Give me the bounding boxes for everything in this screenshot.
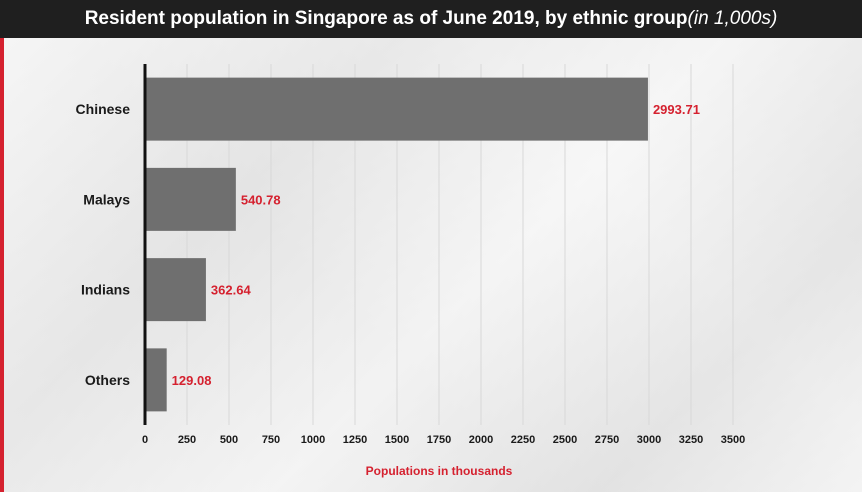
category-label: Chinese <box>76 101 131 117</box>
x-tick-label: 3500 <box>721 434 745 446</box>
category-label: Indians <box>81 282 130 298</box>
bar-others <box>145 348 167 412</box>
x-tick-label: 250 <box>178 434 196 446</box>
x-tick-label: 3250 <box>679 434 703 446</box>
x-tick-label: 3000 <box>637 434 661 446</box>
bar-chinese <box>145 77 648 141</box>
left-accent-stripe <box>0 38 4 492</box>
chart-title: Resident population in Singapore as of J… <box>84 8 688 29</box>
bar-malays <box>145 167 236 231</box>
x-tick-label: 2500 <box>553 434 577 446</box>
category-labels: Chinese Malays Indians Others <box>76 101 131 388</box>
chart-title-bar: Resident population in Singapore as of J… <box>0 0 862 38</box>
x-tick-label: 750 <box>262 434 280 446</box>
x-axis-label: Populations in thousands <box>366 464 513 478</box>
chart-subtitle: (in 1,000s) <box>687 8 778 29</box>
value-label: 540.78 <box>241 192 281 207</box>
category-label: Others <box>85 372 130 388</box>
value-label: 2993.71 <box>653 102 700 117</box>
x-tick-label: 500 <box>220 434 238 446</box>
bars <box>145 77 648 412</box>
category-label: Malays <box>83 191 130 207</box>
x-tick-labels: 0 250 500 750 1000 1250 1500 1750 2000 2250 2500 27… <box>142 434 745 446</box>
x-tick-label: 2250 <box>511 434 535 446</box>
bar-indians <box>145 258 206 322</box>
value-label: 362.64 <box>211 283 252 298</box>
x-tick-label: 1500 <box>385 434 409 446</box>
value-label: 129.08 <box>172 373 212 388</box>
x-tick-label: 2750 <box>595 434 619 446</box>
value-labels: 2993.71 540.78 362.64 129.08 <box>172 102 700 388</box>
x-tick-label: 2000 <box>469 434 493 446</box>
x-tick-label: 1250 <box>343 434 367 446</box>
x-tick-label: 1000 <box>301 434 325 446</box>
x-tick-label: 0 <box>142 434 148 446</box>
x-tick-label: 1750 <box>427 434 451 446</box>
